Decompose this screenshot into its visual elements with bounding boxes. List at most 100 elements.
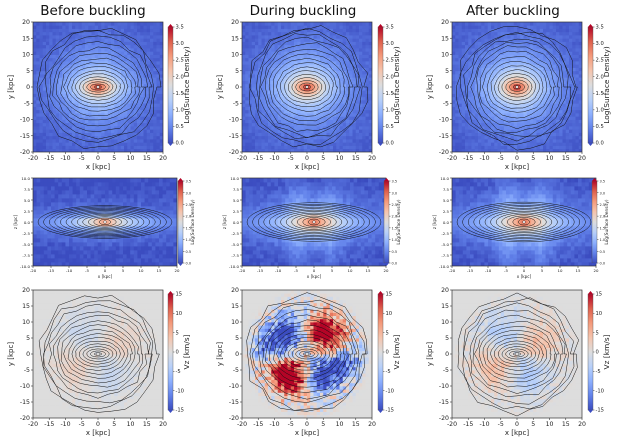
x-tick-label: 15 — [576, 268, 581, 273]
colorbar-tick-label: 5 — [596, 330, 599, 336]
colorbar-tick-label: -10 — [176, 388, 184, 394]
y-tick-label: 5 — [445, 68, 449, 75]
y-tick-label: -20 — [229, 415, 239, 422]
colorbar-tick-label: 3.5 — [386, 25, 394, 31]
x-axis-label: x [kpc] — [505, 429, 529, 437]
colorbar-tick-label: 15 — [386, 292, 393, 298]
colorbar-tick-label: 1.5 — [600, 226, 606, 230]
colorbar-tick-label: 3.0 — [386, 41, 394, 47]
x-tick-label: -15 — [44, 421, 54, 428]
colorbar-tick-label: 1.5 — [596, 91, 604, 97]
colorbar-tick-label: 2.0 — [186, 215, 192, 219]
x-axis-label: x [kpc] — [517, 274, 532, 279]
panel-edge-on-density-0: -20 -15 -10 -5 0 5 10 15 20 -10.0 -7.5 -5.0 -2.5 0.0 2… — [13, 176, 196, 279]
y-tick-label: 0 — [445, 84, 449, 91]
colorbar-tick-label: 2.0 — [392, 215, 398, 219]
x-tick-label: 0 — [96, 155, 100, 162]
colorbar-label: Log(Surface Density) — [392, 46, 401, 124]
colorbar-tick-label: -5 — [596, 369, 601, 375]
colorbar-tick-label: 0.5 — [176, 124, 184, 130]
x-tick-label: 20 — [578, 155, 586, 162]
x-tick-label: 15 — [143, 421, 151, 428]
y-tick-label: -10 — [229, 383, 239, 390]
colorbar-tick-label: 2.5 — [596, 58, 604, 64]
colorbar-tick-label: 0.5 — [386, 124, 394, 130]
x-tick-label: 10 — [127, 155, 135, 162]
colorbar-tick-label: 2.0 — [386, 74, 394, 80]
y-tick-label: 0.0 — [24, 220, 31, 225]
x-tick-label: 20 — [159, 155, 167, 162]
colorbar-tick-label: 3.5 — [392, 180, 398, 184]
colorbar-tick-label: 0 — [596, 350, 599, 356]
colorbar-tick-label: 3.0 — [176, 41, 184, 47]
x-tick-label: 5 — [321, 421, 325, 428]
x-tick-label: -20 — [449, 268, 456, 273]
colorbar-tick-label: 0.0 — [392, 262, 398, 266]
y-tick-label: 0.0 — [443, 220, 450, 225]
x-tick-label: 10 — [546, 155, 554, 162]
heatmap-field — [242, 22, 372, 152]
x-tick-label: -10 — [479, 155, 489, 162]
colorbar: 0.0 0.5 1.0 1.5 2.0 2.5 3.0 3.5 Log(Surface Dens… — [377, 24, 401, 147]
y-tick-label: -10.0 — [229, 264, 240, 269]
colorbar: 0.0 0.5 1.0 1.5 2.0 2.5 3.0 3.5 Log(Surface Dens… — [591, 178, 610, 266]
y-tick-label: -10 — [20, 117, 30, 124]
x-tick-label: -5 — [85, 268, 89, 273]
y-tick-label: 5 — [445, 335, 449, 342]
y-tick-label: 0 — [235, 351, 239, 358]
x-tick-label: -20 — [28, 421, 38, 428]
panel-vertical-velocity-2: -20 -15 -10 -5 0 5 10 15 20 -20 -15 -10 -5 0 5 10 15 20 x … — [426, 287, 611, 437]
x-tick-label: -15 — [44, 155, 54, 162]
contour-lines — [456, 201, 592, 243]
x-tick-label: 5 — [531, 421, 535, 428]
colorbar-tick-label: 1.0 — [596, 107, 604, 113]
colorbar-tick-label: 0.5 — [186, 250, 192, 254]
x-tick-label: -10 — [269, 155, 279, 162]
y-axis-label: y [kpc] — [7, 342, 15, 366]
y-tick-label: -7.5 — [231, 253, 239, 258]
y-tick-label: -10 — [439, 117, 449, 124]
x-tick-label: 15 — [352, 155, 360, 162]
colorbar-label: Vz [km/s] — [602, 334, 611, 369]
x-tick-label: -10 — [269, 421, 279, 428]
y-tick-label: -7.5 — [441, 253, 449, 258]
y-tick-label: -10 — [20, 383, 30, 390]
colorbar-tick-label: -15 — [386, 408, 394, 414]
x-tick-label: -15 — [463, 155, 473, 162]
panel-vertical-velocity-1: -20 -15 -10 -5 0 5 10 15 20 -20 -15 -10 -5 0 5 10 15 20 x … — [216, 287, 401, 437]
column-title-during: During buckling — [250, 3, 357, 19]
colorbar-tick-label: 3.0 — [392, 191, 398, 195]
x-tick-label: 15 — [562, 155, 570, 162]
colorbar-label: Log(Surface Density) — [602, 46, 611, 124]
contour-lines — [248, 25, 369, 148]
x-tick-label: -5 — [498, 421, 504, 428]
y-tick-label: -7.5 — [22, 253, 30, 258]
heatmap-field — [33, 178, 177, 266]
x-tick-label: 20 — [159, 421, 167, 428]
y-tick-label: 15 — [231, 35, 239, 42]
x-tick-label: -10 — [60, 155, 70, 162]
y-tick-label: 5 — [26, 335, 30, 342]
colorbar: -15 -10 -5 0 5 10 15 Vz [km/s] — [167, 291, 191, 414]
y-tick-label: 20 — [441, 287, 449, 294]
colorbar-tick-label: 1.5 — [176, 91, 184, 97]
x-tick-label: 10 — [546, 421, 554, 428]
x-tick-label: -20 — [237, 421, 247, 428]
x-tick-label: -15 — [48, 268, 55, 273]
y-tick-label: 10 — [22, 319, 30, 326]
column-title-after: After buckling — [466, 3, 560, 19]
y-tick-label: -10.0 — [439, 264, 450, 269]
y-tick-label: -2.5 — [22, 231, 30, 236]
y-tick-label: -5 — [24, 367, 30, 374]
y-tick-label: 0 — [26, 351, 30, 358]
y-tick-label: -15 — [439, 133, 449, 140]
y-tick-label: -5 — [443, 367, 449, 374]
y-axis-label: y [kpc] — [7, 75, 15, 99]
y-tick-label: 10 — [22, 52, 30, 59]
colorbar-tick-label: 3.0 — [186, 191, 192, 195]
colorbar-tick-label: -10 — [596, 388, 604, 394]
y-tick-label: 15 — [22, 303, 30, 310]
y-axis-label: z [kpc] — [222, 215, 227, 230]
contour-lines — [38, 295, 160, 413]
colorbar-tick-label: 2.0 — [596, 74, 604, 80]
